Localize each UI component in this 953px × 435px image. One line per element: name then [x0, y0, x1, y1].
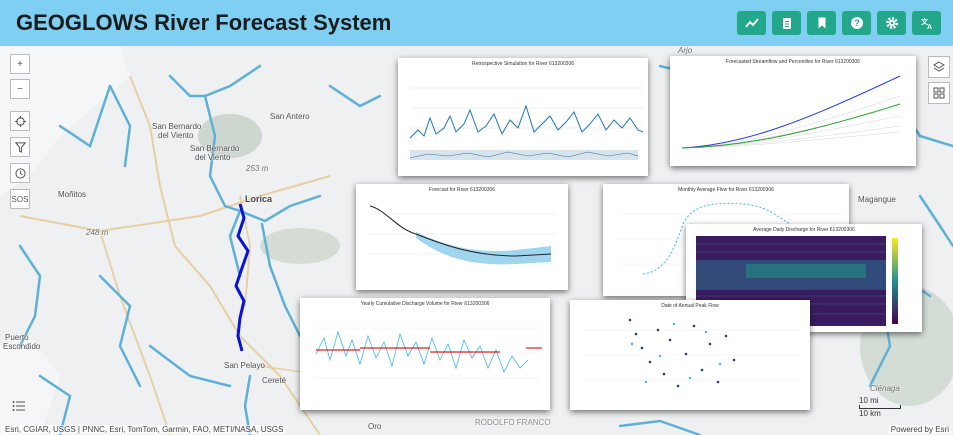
filter-icon: [14, 141, 26, 153]
scale-label-miles: 10 mi: [859, 396, 879, 405]
powered-by-esri[interactable]: Powered by Esri: [888, 425, 951, 434]
map-left-controls: + − SOS: [10, 54, 30, 215]
label-elevation-253: 253 m: [246, 164, 269, 173]
zoom-out-button[interactable]: −: [10, 79, 30, 99]
monthly-average-title: Monthly Average Flow for River 613200306: [678, 187, 774, 193]
svg-text:?: ?: [854, 18, 860, 28]
forecast-panel[interactable]: Forecast for River 613200306: [356, 184, 568, 290]
annual-peak-title: Date of Annual Peak Flow: [661, 303, 719, 309]
label-san-pelayo: San Pelayo: [224, 361, 265, 370]
label-lorica: Lorica: [245, 194, 273, 204]
question-icon: ?: [850, 17, 863, 29]
label-san-bernardo-line1: San Bernardo: [152, 122, 202, 131]
time-button[interactable]: [10, 163, 30, 183]
label-monitos: Moñitos: [58, 190, 87, 199]
retrospective-chart: [409, 87, 644, 160]
clock-icon: [14, 167, 26, 179]
label-oro: Oro: [368, 422, 382, 431]
crosshair-icon: [14, 115, 26, 127]
forecast-percentiles-title: Forecasted Streamflow and Percentiles fo…: [726, 59, 860, 65]
svg-text:文: 文: [921, 17, 929, 26]
layers-icon: [933, 61, 945, 72]
zoom-in-button[interactable]: +: [10, 54, 30, 74]
yearly-cumulative-chart: [314, 327, 542, 379]
forecast-title: Forecast for River 613200306: [428, 187, 496, 193]
label-arjona: Arjo: [678, 46, 693, 55]
svg-text:A: A: [927, 24, 932, 30]
scale-label-km: 10 km: [859, 409, 881, 418]
map-attribution[interactable]: Esri, CGIAR, USGS | PNNC, Esri, TomTom, …: [3, 425, 286, 434]
basemap-gallery-button[interactable]: [928, 82, 950, 104]
trend-line-icon: [744, 18, 759, 28]
label-san-antero: San Antero: [270, 112, 310, 121]
label-cerete: Cereté: [262, 376, 287, 385]
grid-icon: [933, 87, 945, 99]
layers-button[interactable]: [928, 56, 950, 78]
retrospective-chart-title: Retrospective Simulation for River 61320…: [472, 61, 574, 67]
label-elevation-248: 248 m: [86, 228, 109, 237]
map-view[interactable]: San Antero San Bernardo del Viento San B…: [0, 46, 953, 435]
legend-list-icon[interactable]: [12, 399, 26, 413]
label-puerto-line1: Puerto: [5, 333, 29, 342]
app-title: GEOGLOWS River Forecast System: [16, 10, 392, 35]
scale-bar-line: [859, 405, 901, 409]
bookmark-icon: [818, 17, 825, 29]
gear-icon: [885, 17, 898, 29]
forecast-percentiles-chart: [681, 75, 901, 149]
annual-peak-chart: [584, 318, 800, 388]
bookmark-button[interactable]: [807, 11, 836, 35]
label-rodolfo-franco: RODOLFO FRANCO: [475, 418, 551, 427]
filter-button[interactable]: [10, 137, 30, 157]
daily-discharge-heatmap-title: Average Daily Discharge for River 613200…: [753, 227, 855, 233]
scale-bar: 10 mi 10 km: [859, 396, 943, 418]
label-cienaga: Ciénaga: [870, 384, 900, 393]
label-puerto-line2: Escondido: [3, 342, 41, 351]
chart-button[interactable]: [737, 11, 766, 35]
label-san-bernardo-b-line2: del Viento: [195, 153, 231, 162]
sos-button[interactable]: SOS: [10, 189, 30, 209]
retrospective-chart-panel[interactable]: Retrospective Simulation for River 61320…: [398, 58, 648, 176]
forecast-chart: [369, 205, 556, 265]
annual-peak-panel[interactable]: Date of Annual Peak Flow: [570, 300, 810, 410]
translate-icon: 文A: [921, 17, 932, 30]
label-san-bernardo-line2: del Viento: [158, 131, 194, 140]
settings-button[interactable]: [877, 11, 906, 35]
locate-button[interactable]: [10, 111, 30, 131]
help-button[interactable]: ?: [842, 11, 871, 35]
label-san-bernardo-b-line1: San Bernardo: [190, 144, 240, 153]
clipboard-button[interactable]: [772, 11, 801, 35]
yearly-cumulative-title: Yearly Cumulative Discharge Volume for R…: [360, 301, 490, 307]
forecast-percentiles-panel[interactable]: Forecasted Streamflow and Percentiles fo…: [670, 56, 916, 166]
label-magangue: Magangue: [858, 195, 896, 204]
clipboard-icon: [782, 18, 791, 29]
map-right-controls: [928, 56, 950, 108]
yearly-cumulative-panel[interactable]: Yearly Cumulative Discharge Volume for R…: [300, 298, 550, 410]
